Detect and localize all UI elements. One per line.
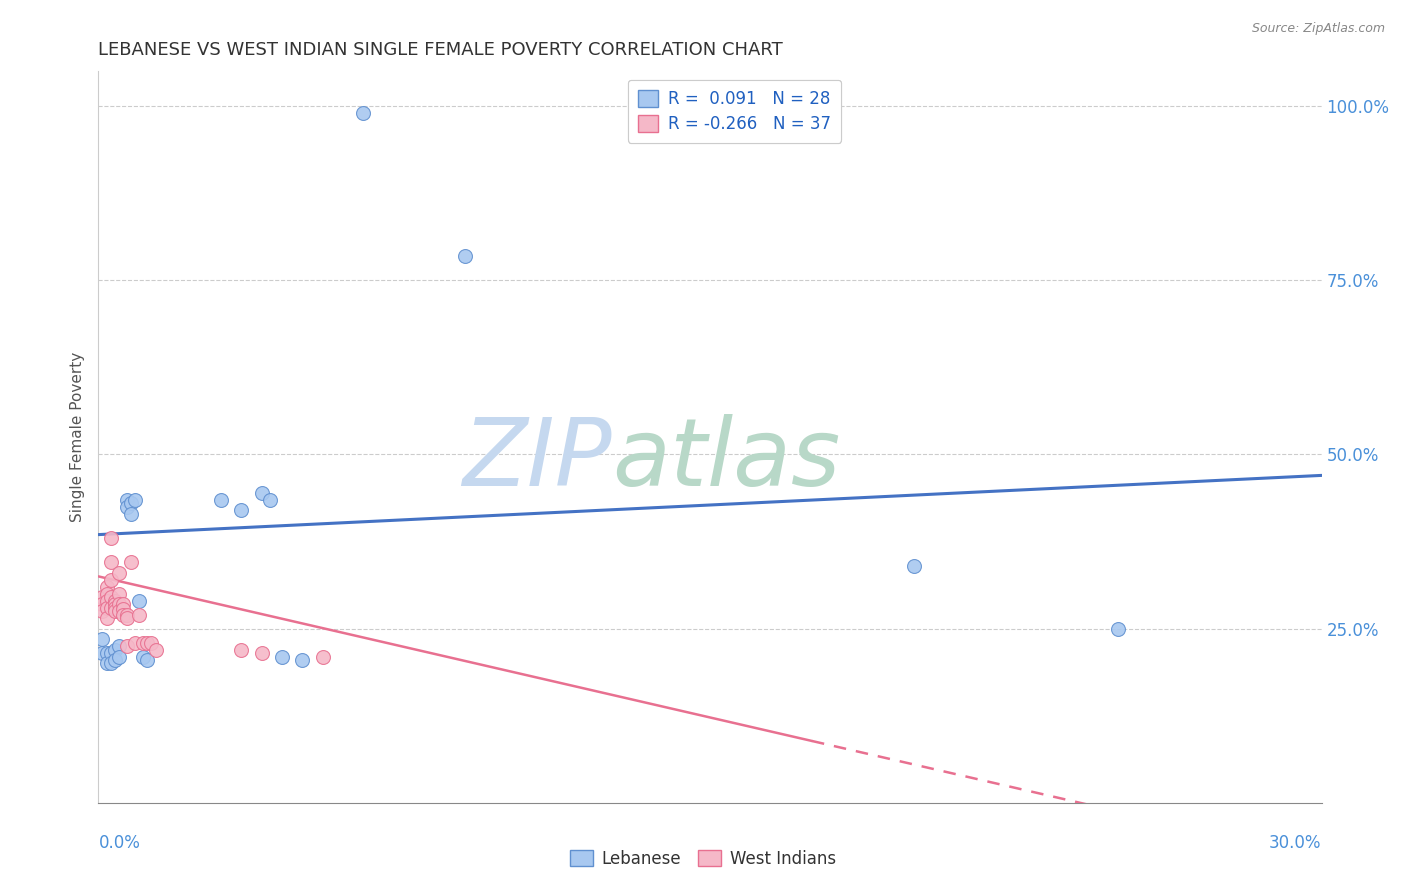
Point [128,607,150,622]
Point [352,106,374,120]
Point [250,485,273,500]
Point [96,646,118,660]
Point [104,600,127,615]
Point [104,653,127,667]
Text: 0.0%: 0.0% [98,834,141,852]
Text: atlas: atlas [612,414,841,505]
Point [124,492,146,507]
Point [108,597,131,611]
Point [115,492,138,507]
Point [100,657,122,671]
Point [128,594,150,608]
Point [96,587,118,601]
Point [291,653,314,667]
Legend: Lebanese, West Indians: Lebanese, West Indians [564,844,842,875]
Point [124,635,146,649]
Point [231,642,253,657]
Point [454,249,477,263]
Text: Source: ZipAtlas.com: Source: ZipAtlas.com [1251,22,1385,36]
Point [141,635,163,649]
Point [115,607,138,622]
Point [100,556,122,570]
Point [115,639,138,653]
Point [100,573,122,587]
Point [231,503,253,517]
Point [120,556,142,570]
Text: ZIP: ZIP [463,414,612,505]
Point [96,600,118,615]
Point [132,635,155,649]
Point [259,492,281,507]
Point [108,639,131,653]
Point [96,580,118,594]
Point [312,649,335,664]
Point [96,611,118,625]
Point [270,649,294,664]
Point [91,646,114,660]
Point [108,566,131,580]
Point [108,649,131,664]
Legend: R =  0.091   N = 28, R = -0.266   N = 37: R = 0.091 N = 28, R = -0.266 N = 37 [628,79,841,143]
Point [100,646,122,660]
Text: 30.0%: 30.0% [1270,834,1322,852]
Point [132,649,155,664]
Point [120,507,142,521]
Point [903,558,925,573]
Point [104,594,127,608]
Point [108,587,131,601]
Point [1107,622,1129,636]
Point [100,531,122,545]
Point [96,594,118,608]
Point [104,642,127,657]
Point [209,492,232,507]
Point [100,591,122,605]
Point [108,604,131,618]
Point [96,657,118,671]
Point [115,500,138,514]
Point [145,642,167,657]
Point [91,632,114,646]
Point [104,604,127,618]
Point [136,653,159,667]
Point [111,602,134,616]
Point [100,600,122,615]
Y-axis label: Single Female Poverty: Single Female Poverty [70,352,86,522]
Point [115,611,138,625]
Point [250,646,273,660]
Point [136,635,159,649]
Point [120,496,142,510]
Point [104,597,127,611]
Point [91,604,114,618]
Point [111,607,134,622]
Point [91,591,114,605]
Text: LEBANESE VS WEST INDIAN SINGLE FEMALE POVERTY CORRELATION CHART: LEBANESE VS WEST INDIAN SINGLE FEMALE PO… [98,41,783,59]
Point [111,597,134,611]
Point [91,597,114,611]
